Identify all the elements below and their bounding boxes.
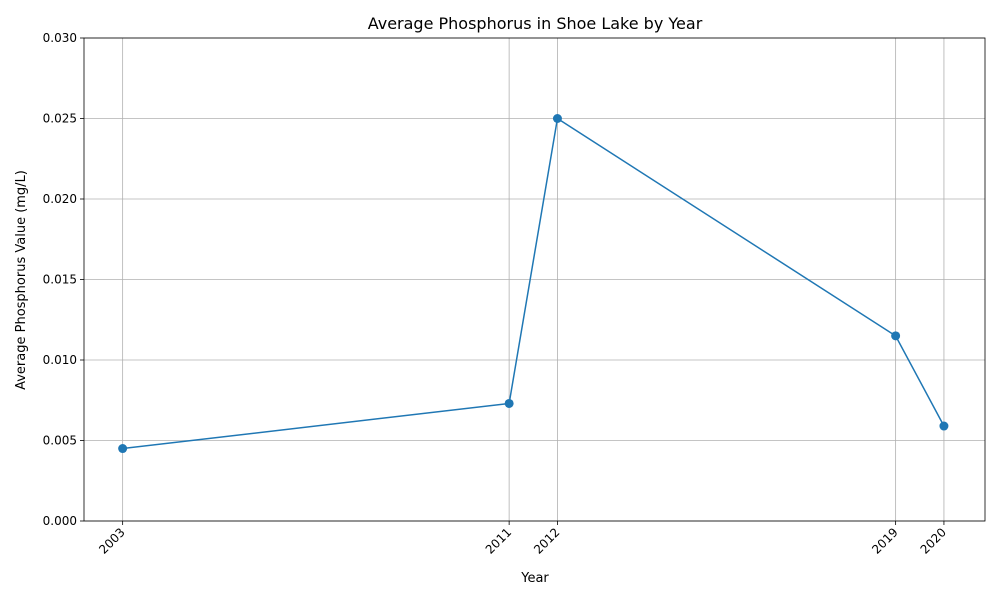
x-axis-label: Year: [520, 571, 549, 586]
y-tick-label: 0.010: [43, 353, 77, 367]
y-tick-label: 0.005: [43, 434, 77, 448]
data-point: [504, 398, 514, 408]
chart-title: Average Phosphorus in Shoe Lake by Year: [368, 14, 703, 33]
data-point: [552, 114, 562, 123]
y-tick-label: 0.030: [43, 31, 77, 45]
data-point: [118, 444, 128, 454]
y-tick-label: 0.025: [43, 112, 77, 126]
y-tick-label: 0.015: [43, 273, 77, 287]
y-tick-label: 0.000: [43, 514, 77, 528]
y-axis-label: Average Phosphorus Value (mg/L): [14, 170, 29, 390]
data-point: [891, 331, 901, 341]
y-tick-label: 0.020: [43, 192, 77, 206]
data-point: [939, 421, 949, 431]
series-layer: [118, 114, 949, 454]
